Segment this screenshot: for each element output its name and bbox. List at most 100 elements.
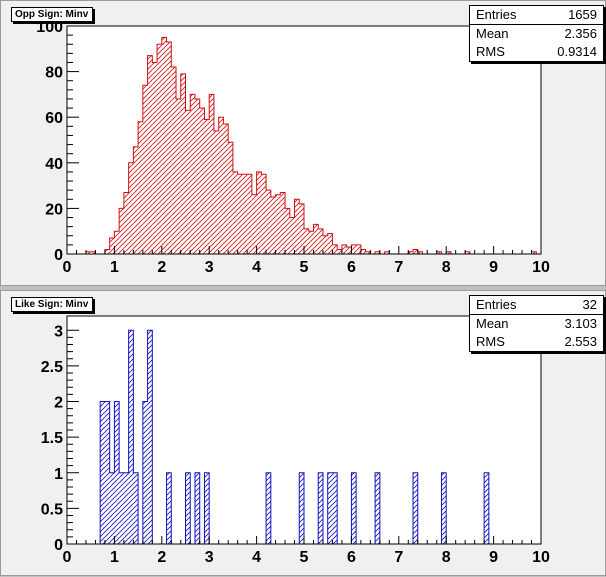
stats-value: 32 (582, 297, 597, 312)
x-tick-label: 5 (300, 259, 309, 276)
histogram-bar (161, 37, 167, 255)
stats-value: 0.9314 (557, 44, 597, 59)
x-tick-label: 7 (394, 549, 403, 566)
histogram-bar (147, 330, 153, 544)
histogram-bar (531, 251, 537, 254)
x-tick-label: 9 (489, 549, 498, 566)
histogram-bar (213, 130, 219, 254)
stats-row-rms: RMS 0.9314 (470, 43, 603, 61)
y-tick-label: 100 (36, 19, 63, 36)
histogram-bar (275, 194, 281, 254)
histogram-bar (299, 203, 304, 254)
stats-label: Entries (476, 297, 517, 312)
y-tick-label: 0 (54, 537, 63, 554)
histogram-bar (242, 174, 248, 254)
like-sign-histogram: 0 1 2 3 4 5 6 7 8 9 10 0 0.5 1 1.5 2 2.5 3 (41, 315, 550, 566)
stats-row-rms: RMS 2.553 (470, 333, 603, 351)
histogram-bar (375, 472, 380, 544)
histogram-bar (152, 62, 158, 255)
histogram-bar (318, 472, 323, 544)
histogram-bar (237, 174, 243, 254)
histogram-bar (285, 208, 290, 254)
histogram-bar (180, 73, 186, 254)
histogram-bar (417, 251, 423, 254)
histogram-title: Opp Sign: Minv (11, 7, 94, 22)
y-tick-label: 1.5 (41, 430, 63, 447)
histogram-bar (133, 146, 139, 254)
histogram-bar (176, 98, 181, 255)
x-tick-label: 3 (205, 549, 214, 566)
histogram-bars (100, 330, 489, 544)
histogram-bar (446, 251, 451, 254)
histogram-bar (351, 472, 357, 544)
histogram-bar (142, 401, 148, 544)
histogram-bar (322, 235, 328, 254)
histogram-bar (365, 251, 371, 254)
y-tick-label: 2.5 (41, 359, 63, 376)
y-tick-label: 3 (54, 323, 63, 340)
stats-label: Mean (476, 316, 509, 331)
x-tick-label: 10 (532, 549, 550, 566)
histogram-bar (261, 174, 267, 254)
histogram-bar (318, 228, 323, 254)
bottom-histogram-pad: 0 1 2 3 4 5 6 7 8 9 10 0 0.5 1 1.5 2 2.5 3 Like Sign: Min… (0, 290, 606, 576)
x-tick-label: 0 (63, 259, 72, 276)
histogram-bar (171, 67, 177, 254)
stats-row-entries: Entries 1659 (470, 6, 603, 25)
x-tick-label: 6 (347, 259, 356, 276)
histogram-bar (128, 330, 134, 544)
x-tick-label: 4 (252, 259, 261, 276)
y-tick-label: 2 (54, 395, 63, 412)
histogram-bar (327, 472, 333, 544)
histogram-bar (166, 472, 172, 544)
stats-label: RMS (476, 44, 505, 59)
histogram-bar (123, 472, 129, 544)
stats-value: 1659 (568, 7, 597, 22)
x-tick-label: 4 (252, 549, 261, 566)
histogram-bar (142, 85, 148, 254)
histogram-bar (199, 108, 205, 254)
x-tick-label: 3 (205, 259, 214, 276)
histogram-bar (123, 192, 129, 254)
stats-label: Mean (476, 26, 509, 41)
histogram-bar (332, 472, 338, 544)
x-tick-label: 8 (442, 549, 451, 566)
histogram-bar (232, 171, 238, 254)
x-tick-label: 6 (347, 549, 356, 566)
histogram-bar (484, 472, 489, 544)
histogram-title: Like Sign: Minv (11, 297, 94, 312)
histogram-bar (341, 244, 347, 254)
y-tick-label: 0 (54, 247, 63, 264)
histogram-bar (85, 251, 91, 254)
histogram-bar (114, 401, 120, 544)
histogram-bar (218, 117, 224, 254)
histogram-bar (441, 472, 447, 544)
histogram-bar (109, 238, 115, 254)
histogram-bar (114, 231, 120, 254)
histogram-bar (356, 244, 361, 254)
histogram-bar (209, 94, 214, 255)
x-tick-label: 10 (532, 259, 550, 276)
histogram-bar (413, 249, 418, 254)
histogram-bar (138, 121, 143, 254)
histogram-bars (85, 37, 537, 255)
histogram-bar (90, 251, 96, 254)
histogram-bar (337, 249, 342, 254)
histogram-bar (266, 472, 271, 544)
histogram-bar (294, 199, 300, 254)
y-tick-label: 20 (45, 201, 63, 218)
histogram-bar (308, 231, 314, 254)
histogram-bar (266, 190, 271, 254)
x-tick-label: 1 (110, 549, 119, 566)
histogram-bar (313, 224, 319, 254)
histogram-bar (185, 472, 191, 544)
x-tick-label: 2 (157, 259, 166, 276)
histogram-bar (223, 124, 229, 254)
y-tick-label: 0.5 (41, 501, 63, 518)
stats-value: 2.356 (564, 26, 597, 41)
stats-row-entries: Entries 32 (470, 296, 603, 315)
x-tick-label: 0 (63, 549, 72, 566)
histogram-bar (384, 251, 390, 254)
histogram-bar (128, 162, 134, 254)
